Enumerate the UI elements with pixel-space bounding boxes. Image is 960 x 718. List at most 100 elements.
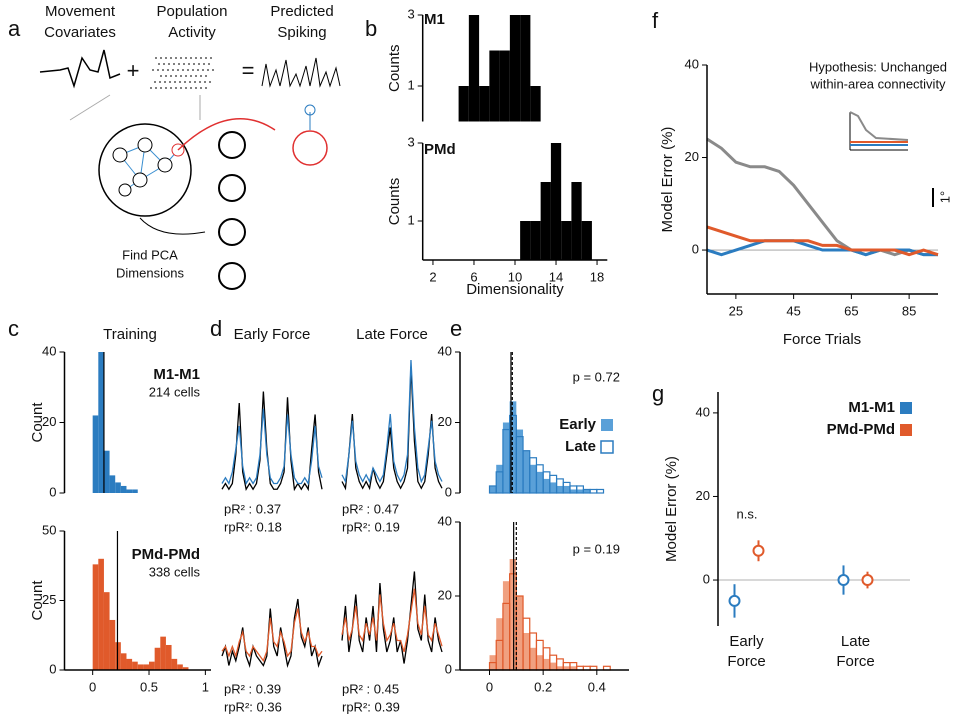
panel-label: g — [652, 381, 664, 406]
histogram-bar — [569, 489, 577, 493]
histogram-bar — [109, 475, 116, 493]
histogram-bar — [489, 485, 497, 493]
histogram-bar — [165, 644, 172, 670]
x-tick-label: 1 — [202, 679, 209, 694]
panel-label: c — [8, 316, 19, 341]
x-tick-label: 2 — [429, 269, 436, 284]
panel-label: b — [365, 16, 377, 41]
operator: = — [242, 58, 255, 83]
histogram-bar — [137, 664, 144, 670]
input-label: Movement — [45, 3, 116, 20]
histogram-bar — [561, 221, 572, 260]
y-tick-label: 20 — [696, 488, 710, 503]
histogram-bar — [499, 50, 510, 122]
panel-label: d — [210, 316, 222, 341]
annotation: 338 cells — [149, 564, 201, 579]
y-tick-label: 40 — [438, 513, 452, 528]
legend-label: M1-M1 — [848, 399, 895, 416]
histogram-bar — [160, 636, 166, 670]
x-axis-label: Dimensionality — [466, 281, 564, 298]
input-label: Covariates — [44, 24, 116, 41]
y-tick-label: 20 — [42, 414, 56, 429]
y-axis-label: Model Error (%) — [663, 456, 680, 562]
y-tick-label: 0 — [49, 661, 56, 676]
histogram-bar — [571, 182, 582, 260]
y-axis-label: Counts — [386, 44, 403, 92]
x-tick-label: 0.5 — [140, 679, 158, 694]
x-tick-label: 65 — [844, 303, 858, 318]
arrow — [139, 217, 206, 235]
line-series — [341, 588, 443, 653]
y-axis-label: Count — [29, 580, 46, 621]
histogram-bar — [536, 655, 544, 670]
y-tick-label: 50 — [42, 522, 56, 537]
y-axis-label: Counts — [386, 178, 403, 226]
histogram-bar — [177, 664, 183, 670]
annotation: rpR²: 0.18 — [224, 519, 282, 534]
line-series — [221, 391, 323, 492]
y-tick-label: 1 — [407, 77, 414, 92]
x-tick-label: 0 — [486, 679, 493, 694]
y-tick-label: 20 — [438, 587, 452, 602]
panel-label: a — [8, 16, 21, 41]
input-label: Predicted — [270, 3, 333, 20]
histogram-bar — [549, 482, 557, 493]
histogram-bar — [520, 15, 531, 122]
x-axis-label: Force Trials — [783, 331, 861, 348]
histogram-bar — [520, 221, 531, 260]
histogram-bar — [529, 647, 537, 670]
legend-label: PMd-PMd — [827, 421, 895, 438]
panel-title: Training — [103, 326, 157, 343]
histogram-bar — [516, 429, 524, 493]
annotation: within-area connectivity — [809, 76, 946, 91]
annotation: p = 0.19 — [573, 541, 620, 556]
x-tick-label: 0.2 — [534, 679, 552, 694]
x-tick-label: 14 — [549, 269, 563, 284]
y-tick-label: 1 — [407, 212, 414, 227]
histogram-bar — [103, 450, 110, 493]
histogram-bar — [132, 489, 138, 493]
inset — [849, 111, 934, 207]
x-tick-label: Force — [727, 653, 765, 670]
legend-label: Late — [565, 438, 596, 455]
legend-swatch — [900, 424, 912, 436]
histogram-bar — [149, 661, 155, 670]
histogram-bar — [543, 478, 550, 493]
caption: Find PCA — [122, 247, 178, 262]
histogram-bar — [549, 662, 557, 670]
histogram-bar — [154, 647, 161, 670]
y-tick-label: 20 — [438, 414, 452, 429]
histogram-bar — [458, 86, 469, 122]
annotation: 214 cells — [149, 384, 201, 399]
caption: Dimensions — [116, 265, 184, 280]
panel-label: e — [450, 316, 462, 341]
point — [728, 594, 741, 607]
input-label: Activity — [168, 24, 216, 41]
histogram-bar — [502, 581, 510, 670]
raster — [150, 57, 215, 89]
legend-swatch — [600, 440, 614, 454]
annotation: pR² : 0.37 — [224, 501, 281, 516]
histogram-bar — [496, 618, 503, 670]
histogram-bar — [496, 464, 503, 493]
y-tick-label: 0 — [703, 571, 710, 586]
point — [861, 574, 874, 587]
histogram-bar — [143, 664, 150, 670]
x-tick-label: Early — [729, 633, 764, 650]
input-label: Spiking — [277, 24, 326, 41]
histogram-bar — [98, 352, 104, 493]
network — [112, 137, 185, 197]
histogram-bar — [468, 15, 480, 122]
y-tick-label: 0 — [445, 484, 452, 499]
annotation: rpR²: 0.19 — [342, 519, 400, 534]
histogram-bar — [569, 666, 577, 670]
histogram-bar — [98, 558, 104, 670]
spike-trace — [261, 57, 341, 88]
histogram-bar — [182, 667, 189, 670]
y-tick-label: 40 — [696, 404, 710, 419]
legend-label: M1 — [424, 11, 445, 28]
line-series — [341, 359, 443, 484]
input-label: Population — [157, 3, 228, 20]
y-tick-label: 25 — [42, 592, 56, 607]
